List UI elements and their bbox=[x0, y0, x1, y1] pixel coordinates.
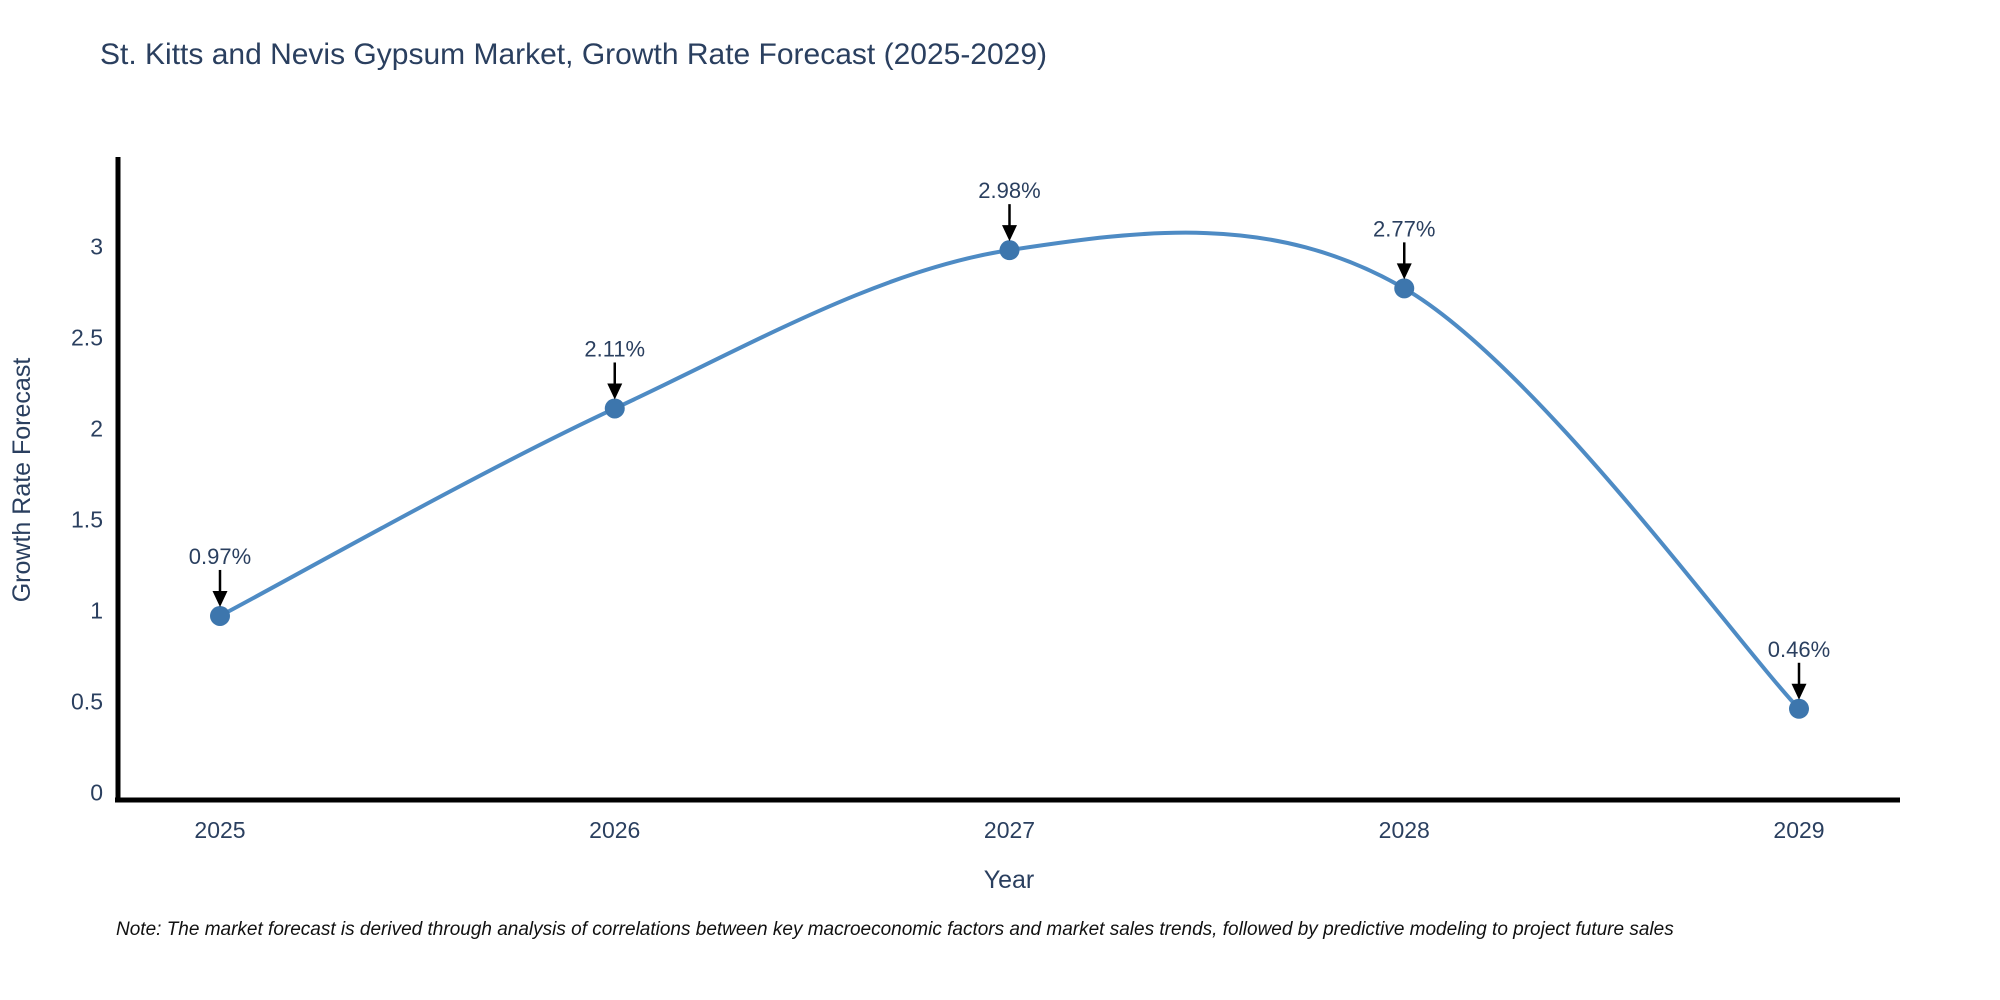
point-label: 2.77% bbox=[1373, 216, 1435, 241]
annotation-arrowhead bbox=[1791, 683, 1807, 700]
x-tick-label: 2029 bbox=[1773, 817, 1824, 843]
point-label: 2.11% bbox=[584, 336, 645, 361]
annotation-arrowhead bbox=[1396, 263, 1412, 280]
chart-title: St. Kitts and Nevis Gypsum Market, Growt… bbox=[100, 38, 1048, 71]
y-tick-label: 3 bbox=[90, 234, 103, 260]
x-tick-label: 2027 bbox=[984, 817, 1035, 843]
y-tick-label: 0.5 bbox=[71, 689, 103, 715]
point-label: 0.46% bbox=[1768, 637, 1830, 662]
y-axis-title: Growth Rate Forecast bbox=[8, 358, 36, 603]
y-tick-label: 1 bbox=[90, 598, 103, 624]
annotation-arrowhead bbox=[212, 590, 228, 607]
plot-layer: 0 0.5 1 1.5 2 2.5 3 2025 2026 2027 2028 2029 0.97% 2.… bbox=[71, 157, 1900, 843]
point-label: 0.97% bbox=[189, 544, 251, 569]
data-point-2027 bbox=[999, 240, 1020, 261]
x-tick-label: 2025 bbox=[194, 817, 245, 843]
data-point-2029 bbox=[1789, 698, 1809, 719]
y-tick-label: 2 bbox=[90, 416, 103, 442]
annotation-arrowhead bbox=[1002, 225, 1017, 242]
data-point-2025 bbox=[210, 605, 230, 626]
data-point-2026 bbox=[604, 398, 625, 419]
methodology-note: Note: The market forecast is derived thr… bbox=[116, 919, 1674, 940]
y-tick-label: 2.5 bbox=[71, 325, 103, 351]
y-tick-label: 0 bbox=[90, 780, 103, 806]
forecast-line bbox=[218, 230, 1801, 711]
x-tick-label: 2026 bbox=[589, 817, 640, 843]
data-point-2028 bbox=[1394, 278, 1415, 299]
annotation-arrowhead bbox=[607, 383, 623, 400]
x-axis-title: Year bbox=[984, 866, 1035, 894]
point-label: 2.98% bbox=[978, 178, 1040, 203]
x-tick-label: 2028 bbox=[1379, 817, 1430, 843]
y-tick-label: 1.5 bbox=[71, 507, 103, 533]
